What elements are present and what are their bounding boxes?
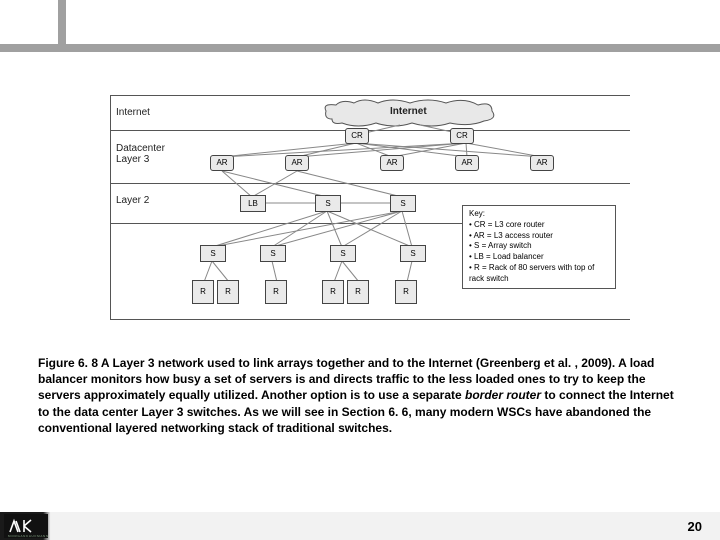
legend-item: • R = Rack of 80 servers with top of rac… bbox=[469, 263, 609, 285]
node-ar: AR bbox=[210, 155, 234, 171]
node-r: R bbox=[322, 280, 344, 304]
node-ar: AR bbox=[380, 155, 404, 171]
node-r: R bbox=[265, 280, 287, 304]
node-s: S bbox=[315, 195, 341, 212]
node-cr: CR bbox=[450, 128, 474, 144]
legend-item: • LB = Load balancer bbox=[469, 252, 609, 263]
node-s: S bbox=[260, 245, 286, 262]
node-lb: LB bbox=[240, 195, 266, 212]
node-r: R bbox=[192, 280, 214, 304]
network-diagram: Internet Datacenter Layer 3 Layer 2 Inte… bbox=[110, 95, 630, 320]
legend-item: • CR = L3 core router bbox=[469, 220, 609, 231]
node-s: S bbox=[330, 245, 356, 262]
legend-title: Key: bbox=[469, 209, 609, 220]
publisher-logo-icon: M O R G A N K A U F M A N N bbox=[4, 514, 48, 538]
node-cr: CR bbox=[345, 128, 369, 144]
legend-item: • S = Array switch bbox=[469, 241, 609, 252]
figure-caption: Figure 6. 8 A Layer 3 network used to li… bbox=[38, 355, 688, 436]
node-r: R bbox=[395, 280, 417, 304]
decor-hbar bbox=[0, 44, 720, 52]
caption-italic: border router bbox=[465, 388, 541, 402]
legend-item: • AR = L3 access router bbox=[469, 231, 609, 242]
node-s: S bbox=[390, 195, 416, 212]
page-number: 20 bbox=[688, 519, 702, 534]
legend-box: Key: • CR = L3 core router • AR = L3 acc… bbox=[462, 205, 616, 289]
node-ar: AR bbox=[455, 155, 479, 171]
node-s: S bbox=[400, 245, 426, 262]
node-r: R bbox=[217, 280, 239, 304]
node-ar: AR bbox=[285, 155, 309, 171]
slide-footer bbox=[0, 512, 720, 540]
node-r: R bbox=[347, 280, 369, 304]
node-ar: AR bbox=[530, 155, 554, 171]
svg-text:M O R G A N K A U F M A N N: M O R G A N K A U F M A N N bbox=[8, 534, 48, 538]
node-s: S bbox=[200, 245, 226, 262]
